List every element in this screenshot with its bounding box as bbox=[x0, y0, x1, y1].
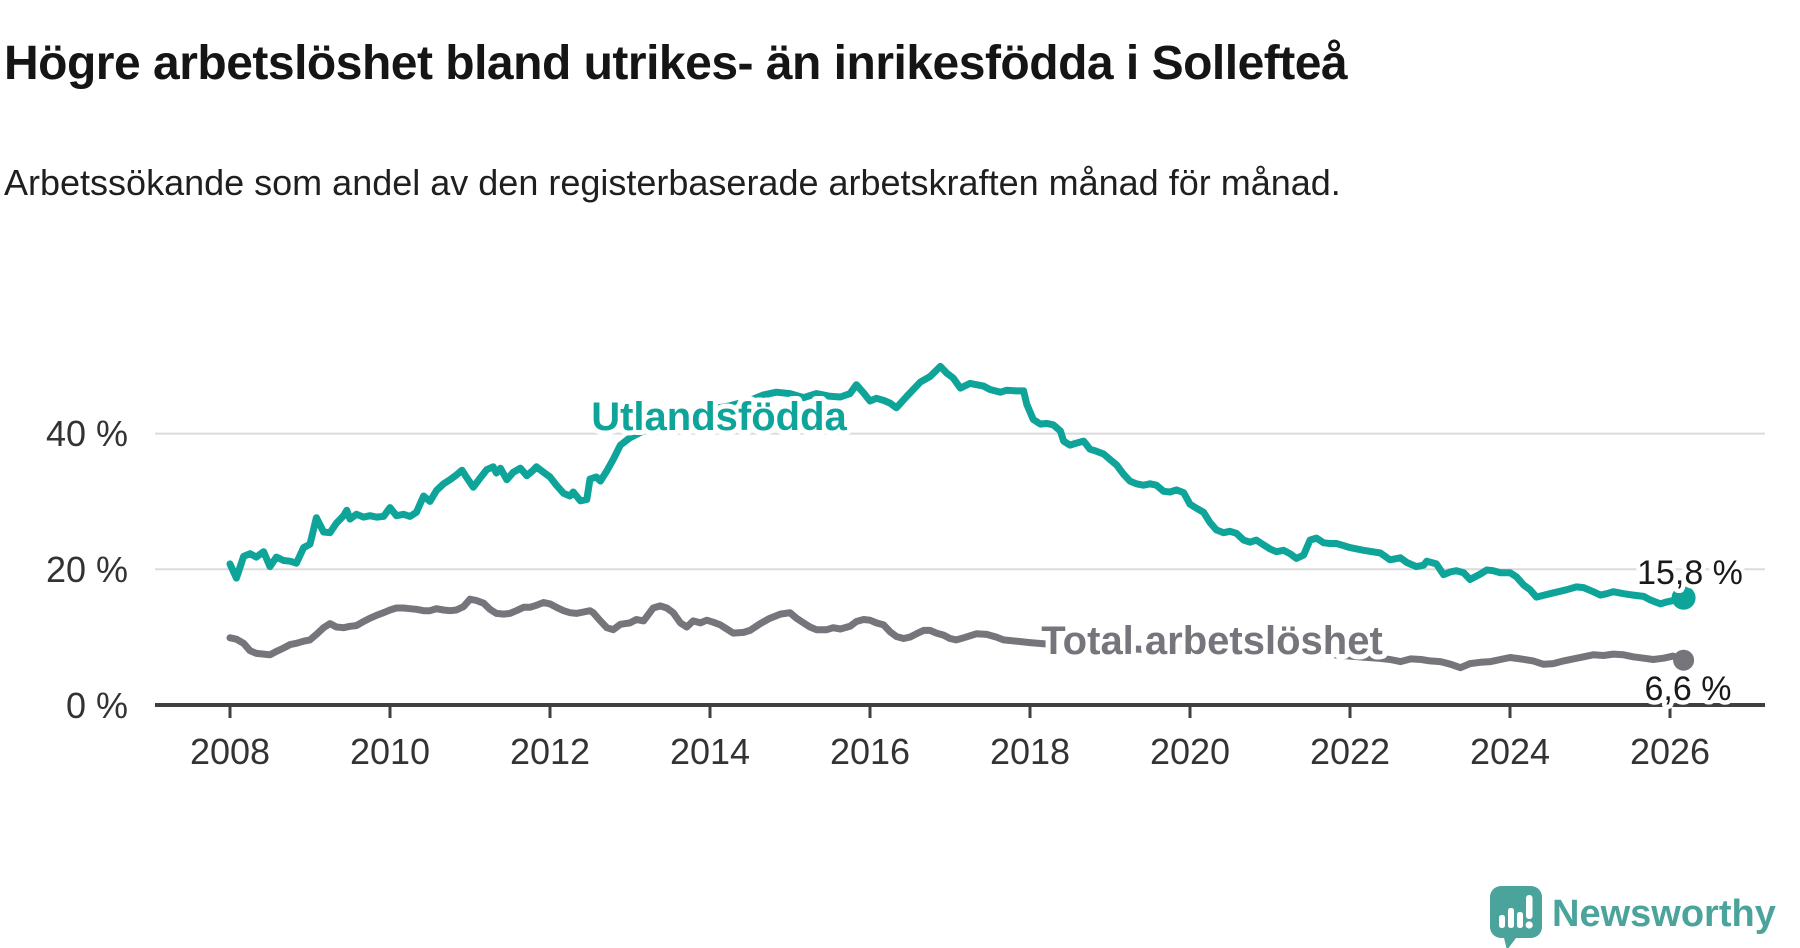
chart-bubble-icon bbox=[1490, 886, 1542, 948]
series-line-total bbox=[226, 595, 1688, 672]
y-tick-label-0: 0 % bbox=[66, 685, 128, 726]
series-label-utlandsfodda: Utlandsfödda bbox=[591, 395, 847, 439]
chart-subtitle: Arbetssökande som andel av den registerb… bbox=[4, 162, 1341, 203]
series-lines bbox=[226, 362, 1688, 672]
x-tick-label: 2010 bbox=[350, 731, 430, 772]
y-tick-label-40: 40 % bbox=[46, 413, 128, 454]
x-tick-label: 2018 bbox=[990, 731, 1070, 772]
y-tick-label-20: 20 % bbox=[46, 549, 128, 590]
newsworthy-logo-text: Newsworthy bbox=[1552, 893, 1776, 935]
end-dot-total bbox=[1673, 649, 1695, 671]
x-tick-label: 2026 bbox=[1630, 731, 1710, 772]
end-dots bbox=[1671, 585, 1696, 671]
chart-title: Högre arbetslöshet bland utrikes- än inr… bbox=[4, 37, 1348, 91]
end-value-label-utlandsfodda: 15,8 % bbox=[1637, 554, 1743, 592]
x-tick-label: 2012 bbox=[510, 731, 590, 772]
end-dot-utlandsfodda bbox=[1671, 585, 1696, 610]
end-value-labels: 15,8 % 6,6 % bbox=[1633, 550, 1748, 713]
x-tick-label: 2016 bbox=[830, 731, 910, 772]
gridlines bbox=[155, 432, 1765, 571]
series-label-total: Total arbetslöshet bbox=[1041, 619, 1383, 663]
newsworthy-logo: Newsworthy bbox=[1490, 886, 1776, 948]
series-line-utlandsfodda bbox=[226, 362, 1688, 608]
x-tick-label: 2022 bbox=[1310, 731, 1390, 772]
y-axis-labels: 40 % 20 % 0 % bbox=[46, 413, 128, 726]
x-axis: 2008 2010 2012 2014 2016 2018 2020 2022 2024 2026 bbox=[155, 703, 1765, 772]
x-tick-label: 2024 bbox=[1470, 731, 1550, 772]
x-tick-label: 2014 bbox=[670, 731, 750, 772]
x-tick-label: 2020 bbox=[1150, 731, 1230, 772]
end-value-label-total: 6,6 % bbox=[1645, 670, 1732, 708]
x-tick-labels: 2008 2010 2012 2014 2016 2018 2020 2022 2024 2026 bbox=[190, 731, 1710, 772]
x-tick-marks bbox=[228, 705, 1672, 718]
x-tick-label: 2008 bbox=[190, 731, 270, 772]
series-labels: Utlandsfödda Total arbetslöshet bbox=[586, 390, 1388, 668]
